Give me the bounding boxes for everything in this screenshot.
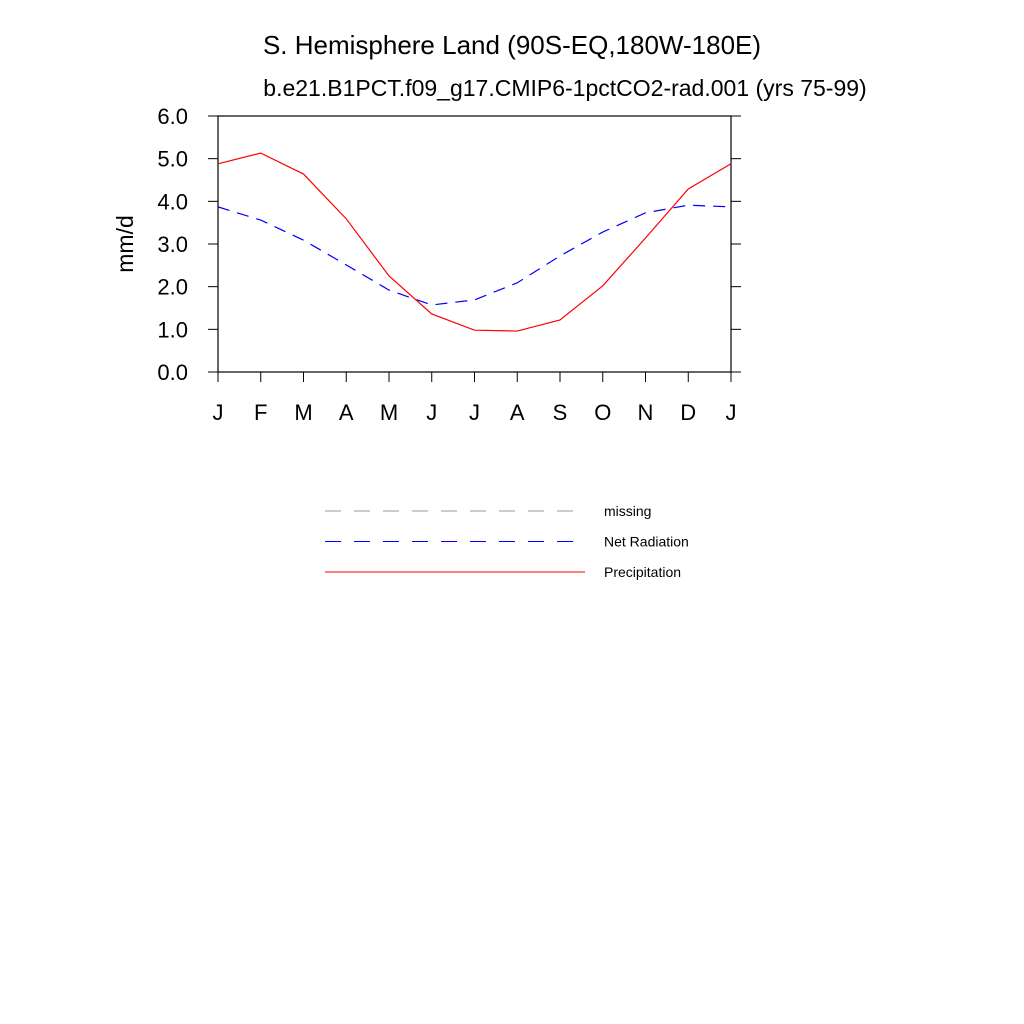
x-tick-label: A bbox=[510, 400, 525, 425]
x-tick-label: M bbox=[380, 400, 398, 425]
x-tick-label: A bbox=[339, 400, 354, 425]
y-tick-label: 6.0 bbox=[157, 104, 188, 129]
legend-label: missing bbox=[604, 503, 651, 519]
y-tick-label: 4.0 bbox=[157, 189, 188, 214]
series-line bbox=[217, 152, 732, 332]
x-tick-label: S bbox=[553, 400, 568, 425]
series-line bbox=[217, 204, 732, 306]
x-tick-label: J bbox=[726, 400, 737, 425]
y-tick-label: 5.0 bbox=[157, 147, 188, 172]
x-tick-label: J bbox=[213, 400, 224, 425]
legend-label: Net Radiation bbox=[604, 534, 689, 550]
x-tick-label: N bbox=[638, 400, 654, 425]
y-tick-label: 2.0 bbox=[157, 275, 188, 300]
chart-subtitle: b.e21.B1PCT.f09_g17.CMIP6-1pctCO2-rad.00… bbox=[263, 75, 866, 101]
x-tick-label: J bbox=[426, 400, 437, 425]
chart-title: S. Hemisphere Land (90S-EQ,180W-180E) bbox=[263, 30, 761, 60]
y-tick-label: 3.0 bbox=[157, 232, 188, 257]
y-tick-label: 1.0 bbox=[157, 317, 188, 342]
plot-frame bbox=[217, 115, 732, 373]
y-tick-label: 0.0 bbox=[157, 360, 188, 385]
x-tick-label: D bbox=[680, 400, 696, 425]
x-tick-label: O bbox=[594, 400, 611, 425]
y-axis-label: mm/d bbox=[112, 215, 138, 273]
x-tick-label: F bbox=[254, 400, 267, 425]
x-tick-label: M bbox=[294, 400, 312, 425]
legend-label: Precipitation bbox=[604, 564, 681, 580]
x-tick-label: J bbox=[469, 400, 480, 425]
